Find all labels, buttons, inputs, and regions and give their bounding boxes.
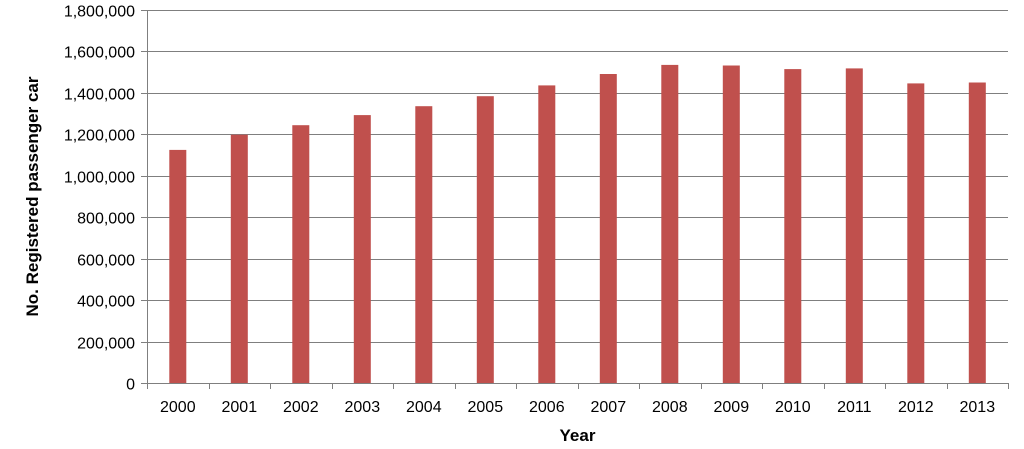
x-tick-label: 2000	[160, 399, 196, 416]
x-tick-label: 2009	[714, 399, 750, 416]
bar-2010	[784, 69, 802, 383]
y-tick-label: 1,000,000	[64, 170, 135, 187]
y-tick-label: 0	[126, 377, 135, 394]
y-tick-label: 1,200,000	[64, 128, 135, 145]
x-tick-label: 2013	[960, 399, 996, 416]
y-tick-label: 1,400,000	[64, 87, 135, 104]
x-tick-label: 2006	[529, 399, 565, 416]
axes	[141, 10, 1009, 389]
bar-2005	[476, 96, 494, 383]
bar-2007	[599, 74, 617, 383]
x-tick-labels: 2000 2001 2002 2003 2004 2005 2006 2007 2008 2009…	[160, 399, 995, 416]
x-tick-label: 2010	[775, 399, 811, 416]
bar-2002	[292, 125, 310, 383]
bar-2004	[415, 106, 433, 383]
bars	[169, 64, 986, 384]
y-tick-labels: 0 200,000 400,000 600,000 800,000 1,000,000 1,…	[64, 4, 135, 394]
y-tick-label: 1,600,000	[64, 45, 135, 62]
x-tick-label: 2002	[283, 399, 319, 416]
x-tick-label: 2011	[837, 399, 872, 416]
bar-2009	[722, 65, 740, 383]
x-axis-title: Year	[560, 426, 596, 445]
bar-2006	[538, 85, 556, 384]
x-tick-label: 2007	[591, 399, 627, 416]
x-tick-label: 2003	[345, 399, 381, 416]
bar-2012	[907, 83, 925, 384]
bar-2013	[968, 82, 986, 383]
x-tick-label: 2008	[652, 399, 688, 416]
bar-2000	[169, 149, 187, 383]
x-tick-label: 2012	[898, 399, 934, 416]
bar-2008	[661, 64, 679, 384]
y-tick-label: 1,800,000	[64, 4, 135, 21]
y-tick-label: 800,000	[77, 211, 135, 228]
bar-2011	[845, 68, 863, 384]
x-tick-label: 2004	[406, 399, 442, 416]
bar-2001	[230, 134, 248, 383]
gridlines	[147, 10, 1008, 343]
x-tick-label: 2005	[468, 399, 504, 416]
y-tick-label: 400,000	[77, 294, 135, 311]
y-axis-title: No. Registered passenger car	[23, 76, 42, 316]
x-tick-label: 2001	[222, 399, 258, 416]
bar-2003	[353, 115, 371, 383]
y-tick-label: 600,000	[77, 253, 135, 270]
y-tick-label: 200,000	[77, 336, 135, 353]
